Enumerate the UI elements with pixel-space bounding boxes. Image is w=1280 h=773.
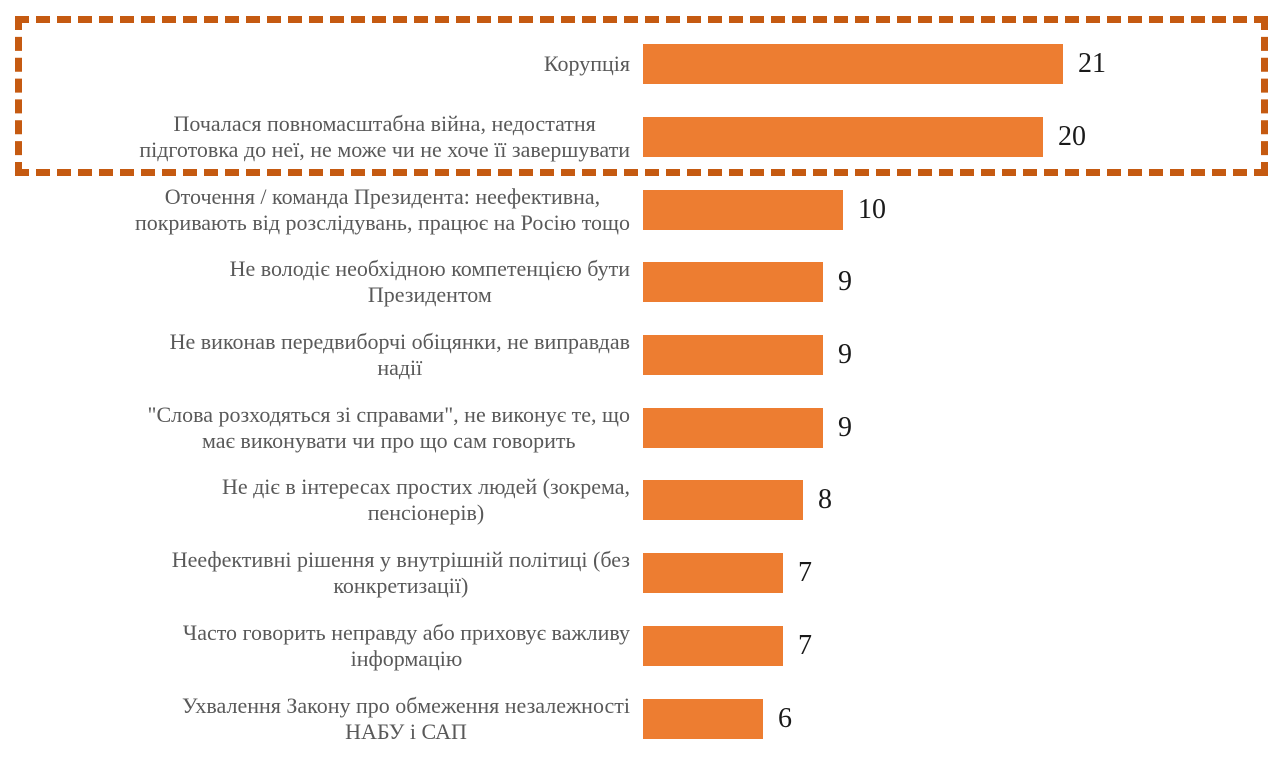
bar-cell: 9 [643, 262, 1280, 303]
value-label: 8 [818, 484, 832, 516]
value-label: 9 [838, 266, 852, 298]
bar-cell: 8 [643, 480, 1280, 521]
chart-row: Почалася повномасштабна війна, недостатн… [0, 101, 1280, 174]
bar [643, 553, 783, 594]
category-label: Не володіє необхідною компетенцією бути … [229, 256, 630, 308]
bar [643, 44, 1063, 85]
bar-cell: 10 [643, 189, 1280, 230]
category-label: Не діє в інтересах простих людей (зокрем… [221, 474, 630, 526]
category-label-cell: "Слова розходяться зі справами", не вико… [0, 402, 630, 454]
category-label: Корупція [543, 51, 630, 77]
chart-row: "Слова розходяться зі справами", не вико… [0, 391, 1280, 464]
value-label: 9 [838, 411, 852, 443]
category-label-cell: Не діє в інтересах простих людей (зокрем… [0, 474, 630, 526]
value-label: 21 [1078, 48, 1106, 80]
bar [643, 698, 763, 739]
category-label: Почалася повномасштабна війна, недостатн… [139, 111, 630, 163]
category-label: Ухвалення Закону про обмеження незалежно… [182, 692, 630, 744]
category-label: Не виконав передвиборчі обіцянки, не вип… [169, 329, 630, 381]
category-label-cell: Оточення / команда Президента: неефектив… [0, 184, 630, 236]
category-label-cell: Часто говорить неправду або приховує важ… [0, 620, 630, 672]
bar [643, 480, 803, 521]
chart-rows: Корупція 21 Почалася повномасштабна війн… [0, 28, 1280, 755]
bar-cell: 9 [643, 407, 1280, 448]
bar-cell: 21 [643, 44, 1280, 85]
category-label-cell: Не виконав передвиборчі обіцянки, не вип… [0, 329, 630, 381]
chart-row: Не володіє необхідною компетенцією бути … [0, 246, 1280, 319]
category-label-cell: Почалася повномасштабна війна, недостатн… [0, 111, 630, 163]
bar [643, 189, 843, 230]
bar-cell: 6 [643, 698, 1280, 739]
bar [643, 625, 783, 666]
chart-row: Неефективні рішення у внутрішній політиц… [0, 537, 1280, 610]
bar [643, 262, 823, 303]
chart-row: Корупція 21 [0, 28, 1280, 101]
category-label-cell: Ухвалення Закону про обмеження незалежно… [0, 693, 630, 745]
value-label: 7 [798, 557, 812, 589]
category-label-cell: Неефективні рішення у внутрішній політиц… [0, 547, 630, 599]
category-label-cell: Корупція [0, 51, 630, 77]
bar [643, 117, 1043, 158]
value-label: 6 [778, 702, 792, 734]
value-label: 9 [838, 339, 852, 371]
category-label: Неефективні рішення у внутрішній політиц… [171, 547, 630, 599]
category-label: Часто говорить неправду або приховує важ… [182, 619, 630, 671]
category-label-cell: Не володіє необхідною компетенцією бути … [0, 256, 630, 308]
value-label: 20 [1058, 121, 1086, 153]
chart-row: Оточення / команда Президента: неефектив… [0, 173, 1280, 246]
chart-row: Не діє в інтересах простих людей (зокрем… [0, 464, 1280, 537]
chart-row: Часто говорить неправду або приховує важ… [0, 610, 1280, 683]
chart-row: Не виконав передвиборчі обіцянки, не вип… [0, 319, 1280, 392]
bar-cell: 20 [643, 117, 1280, 158]
chart-row: Ухвалення Закону про обмеження незалежно… [0, 682, 1280, 755]
category-label: "Слова розходяться зі справами", не вико… [147, 401, 630, 453]
bar [643, 335, 823, 376]
bar-cell: 9 [643, 335, 1280, 376]
bar-cell: 7 [643, 553, 1280, 594]
value-label: 10 [858, 193, 886, 225]
bar-cell: 7 [643, 625, 1280, 666]
bar [643, 407, 823, 448]
value-label: 7 [798, 629, 812, 661]
category-label: Оточення / команда Президента: неефектив… [134, 183, 630, 235]
